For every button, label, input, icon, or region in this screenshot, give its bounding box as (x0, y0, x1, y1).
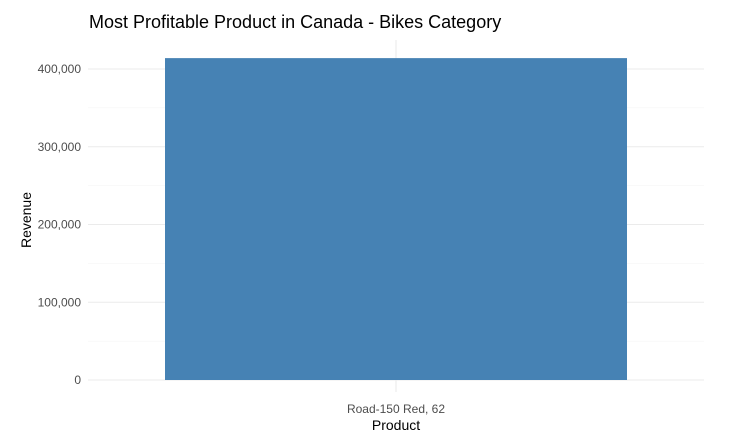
y-axis-title: Revenue (18, 192, 34, 248)
y-tick-label: 100,000 (38, 295, 82, 309)
y-tick-label: 300,000 (38, 140, 82, 154)
x-tick-label: Road-150 Red, 62 (347, 402, 445, 416)
bar (165, 58, 627, 381)
chart-title: Most Profitable Product in Canada - Bike… (89, 12, 502, 32)
y-tick-label: 0 (74, 373, 81, 387)
y-axis-ticks: 0 100,000 200,000 300,000 400,000 (38, 62, 82, 387)
x-axis-title: Product (372, 417, 420, 433)
bars (165, 58, 627, 381)
y-tick-label: 400,000 (38, 62, 82, 76)
y-tick-label: 200,000 (38, 218, 82, 232)
x-axis-ticks: Road-150 Red, 62 (347, 402, 445, 416)
